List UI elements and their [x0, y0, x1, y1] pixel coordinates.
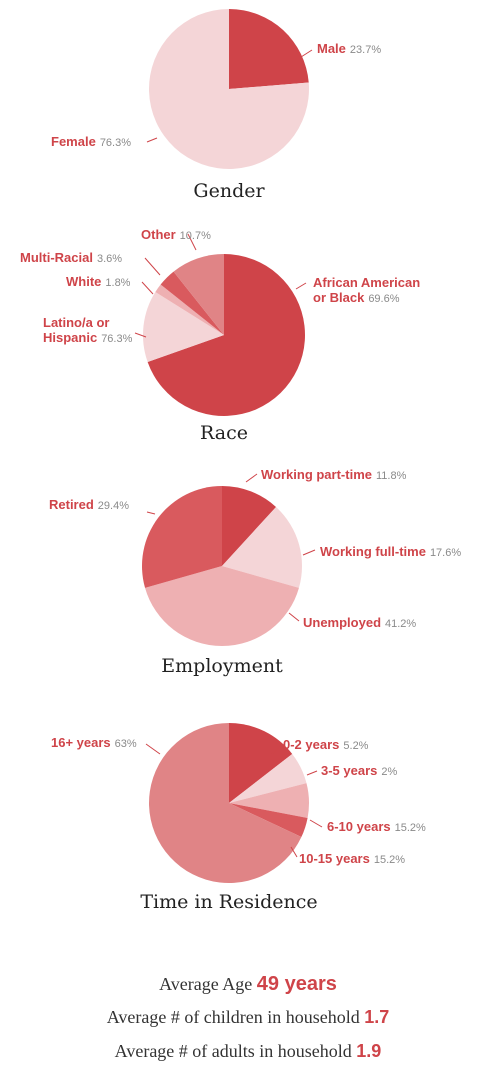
leader-line: [295, 282, 307, 290]
pie-slice-latino-a-or-hispanic: [143, 292, 224, 362]
chart-title: Gender: [193, 180, 265, 202]
stat-value: 1.7: [364, 1007, 390, 1027]
stat-average-adults: Average # of adults in household 1.9: [0, 1041, 496, 1062]
stat-value: 1.9: [356, 1041, 382, 1061]
slice-label-0-2-years: 0-2 years 5.2%: [283, 737, 369, 752]
slice-label-working-full-time: Working full-time 17.6%: [320, 544, 461, 559]
pie-slice-0-2-years: [229, 723, 293, 803]
pie-slice-multi-racial: [160, 271, 224, 335]
pie-slice-working-full-time: [222, 507, 302, 588]
stat-average-age: Average Age 49 years: [0, 973, 496, 996]
leader-line: [187, 233, 197, 251]
slice-label-10-15-years: 10-15 years 15.2%: [299, 851, 405, 866]
slice-label-retired: Retired 29.4%: [49, 497, 129, 512]
pie-slice-white: [155, 284, 224, 335]
slice-label-african-american-or-black: African American or Black 69.6%: [313, 275, 420, 305]
leader-line: [271, 745, 282, 755]
leader-line: [134, 332, 147, 338]
slice-label-other: Other 10.7%: [141, 227, 211, 242]
pie-race: African American or Black 69.6% Latino/a or…: [20, 227, 420, 444]
leader-line: [306, 770, 318, 776]
stat-average-children: Average # of children in household 1.7: [0, 1007, 496, 1028]
leader-line: [245, 473, 258, 483]
slice-label-multi-racial: Multi-Racial 3.6%: [20, 250, 122, 265]
leader-line: [288, 612, 300, 622]
leader-line: [146, 137, 158, 143]
pie-time-in-residence: 0-2 years 5.2% 3-5 years 2% 6-10 years 15.2% 1…: [51, 723, 426, 913]
stat-label: Average # of children in household: [106, 1007, 360, 1027]
slice-label-white: White 1.8%: [66, 274, 131, 289]
leader-line: [141, 281, 154, 295]
chart-title: Employment: [161, 655, 283, 677]
slice-label-3-5-years: 3-5 years 2%: [321, 763, 398, 778]
slice-label-latino-a-or-hispanic: Latino/a or Hispanic 76.3%: [43, 315, 133, 345]
slice-label-16-years: 16+ years 63%: [51, 735, 137, 750]
slice-label-male: Male 23.7%: [317, 41, 381, 56]
slice-label-6-10-years: 6-10 years 15.2%: [327, 819, 426, 834]
pie-slice-10-15-years: [229, 803, 308, 838]
pie-gender: Male 23.7% Female 76.3% Gender: [51, 9, 381, 202]
pie-slice-unemployed: [145, 566, 299, 646]
stat-label: Average Age: [159, 974, 253, 994]
pie-slice-african-american-or-black: [147, 254, 306, 417]
leader-line: [290, 846, 298, 858]
pie-slice-male: [229, 9, 309, 89]
leader-line: [309, 819, 323, 828]
pie-slice-female: [148, 9, 309, 170]
slice-label-unemployed: Unemployed 41.2%: [303, 615, 416, 630]
leader-line: [145, 743, 161, 755]
stat-label: Average # of adults in household: [114, 1041, 352, 1061]
pie-slice-retired: [142, 486, 222, 588]
leader-line: [144, 257, 161, 276]
chart-title: Race: [200, 422, 248, 444]
slice-label-working-part-time: Working part-time 11.8%: [261, 467, 407, 482]
leader-line: [302, 549, 316, 556]
pie-slice-3-5-years: [229, 753, 307, 803]
pie-charts: Male 23.7% Female 76.3% Gender African Americ…: [20, 9, 461, 913]
pie-slice-6-10-years: [229, 783, 310, 818]
slice-label-female: Female 76.3%: [51, 134, 131, 149]
leader-line: [146, 511, 156, 515]
pie-slice-16-years: [149, 723, 302, 883]
pie-slice-other: [173, 254, 224, 335]
pie-employment: Working part-time 11.8% Working full-time 1…: [49, 467, 461, 677]
stat-value: 49 years: [256, 973, 337, 995]
pie-slice-working-part-time: [222, 486, 277, 566]
leader-line: [300, 49, 313, 58]
chart-title: Time in Residence: [140, 891, 317, 913]
